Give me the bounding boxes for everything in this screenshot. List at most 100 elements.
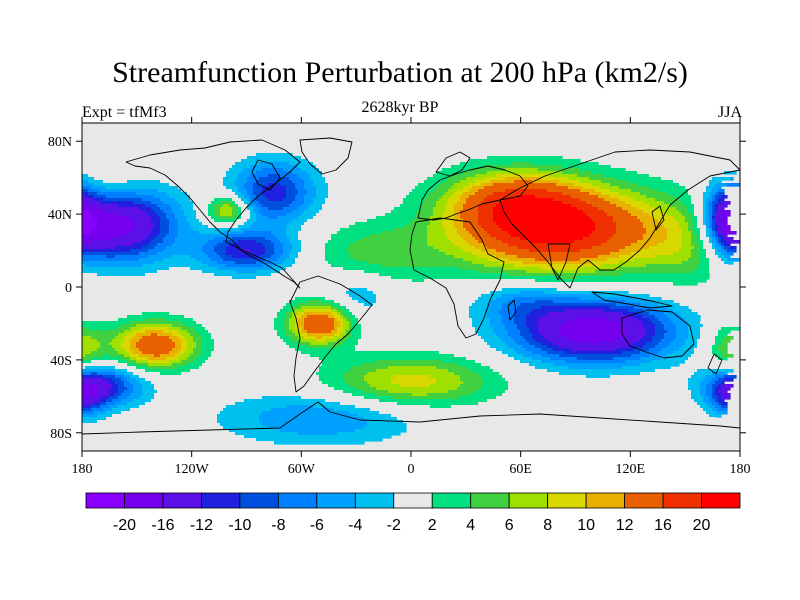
field-cell <box>289 318 296 322</box>
field-cell <box>307 219 368 223</box>
field-cell <box>682 240 692 244</box>
field-cell <box>508 384 689 388</box>
field-cell <box>250 198 257 202</box>
field-cell <box>331 264 383 268</box>
field-cell <box>298 324 305 328</box>
field-cell <box>457 201 467 205</box>
field-cell <box>127 360 137 364</box>
field-cell <box>691 243 701 247</box>
field-cell <box>256 213 263 217</box>
field-cell <box>118 384 125 388</box>
field-cell <box>127 333 137 337</box>
field-cell <box>496 222 596 226</box>
field-cell <box>478 204 497 208</box>
field-cell <box>628 180 674 184</box>
field-cell <box>709 192 716 196</box>
field-cell <box>454 210 461 214</box>
field-cell <box>325 249 347 253</box>
field-cell <box>547 351 566 355</box>
field-cell <box>103 375 116 379</box>
field-cell <box>286 186 296 190</box>
field-cell <box>223 204 230 208</box>
field-cell <box>622 312 638 316</box>
field-cell <box>133 399 152 403</box>
field-cell <box>361 363 458 367</box>
field-cell <box>196 210 209 214</box>
field-cell <box>475 192 494 196</box>
field-cell <box>202 336 212 340</box>
field-cell <box>667 228 683 232</box>
field-cell <box>448 189 458 193</box>
field-cell <box>508 354 524 358</box>
field-cell <box>478 207 494 211</box>
field-cell <box>706 210 710 214</box>
field-cell <box>238 210 242 214</box>
field-cell <box>193 339 203 343</box>
field-cell <box>349 294 377 298</box>
field-cell <box>169 336 179 340</box>
field-cell <box>712 204 716 208</box>
field-cell <box>157 333 173 337</box>
field-cell <box>691 390 701 394</box>
field-cell <box>709 240 713 244</box>
field-cell <box>97 207 140 211</box>
field-cell <box>700 252 707 256</box>
field-cell <box>142 327 170 331</box>
coast-india <box>547 243 571 281</box>
field-cell <box>463 192 476 196</box>
field-cell <box>268 207 284 211</box>
field-cell <box>721 210 731 214</box>
field-cell <box>667 306 689 310</box>
field-cell <box>136 192 167 196</box>
field-cell <box>499 261 524 265</box>
field-cell <box>709 414 722 418</box>
field-cell <box>478 402 698 406</box>
field-cell <box>493 369 548 373</box>
field-cell <box>451 165 485 169</box>
field-cell <box>220 423 263 427</box>
field-cell <box>505 378 689 382</box>
field-cell <box>325 252 350 256</box>
field-cell <box>688 225 695 229</box>
field-cell <box>721 252 728 256</box>
field-cell <box>313 180 326 184</box>
field-cell <box>178 330 188 334</box>
field-cell <box>211 333 278 337</box>
field-cell <box>307 159 470 163</box>
field-cell <box>643 309 659 313</box>
field-cell <box>142 393 155 397</box>
field-cell <box>355 387 377 391</box>
coast-europe <box>417 165 529 221</box>
field-cell <box>520 360 542 364</box>
field-cell <box>697 342 716 346</box>
field-cell <box>94 183 170 187</box>
field-cell <box>307 207 323 211</box>
field-cell <box>349 246 434 250</box>
y-tick-label: 40S <box>50 354 72 369</box>
field-cell <box>619 249 641 253</box>
field-cell <box>100 345 113 349</box>
field-cell <box>676 336 689 340</box>
field-cell <box>283 318 290 322</box>
field-cell <box>328 261 368 265</box>
field-cell <box>160 372 182 376</box>
field-cell <box>91 213 116 217</box>
field-cell <box>676 330 689 334</box>
field-cell <box>460 234 473 238</box>
field-cell <box>520 237 584 241</box>
field-cell <box>616 228 647 232</box>
field-cell <box>631 252 674 256</box>
field-cell <box>430 222 443 226</box>
field-cell <box>349 288 368 292</box>
field-cell <box>715 381 722 385</box>
field-cell <box>109 354 125 358</box>
field-cell <box>172 363 188 367</box>
field-cell <box>463 186 473 190</box>
field-cell <box>169 222 179 226</box>
field-cell <box>700 330 719 334</box>
field-cell <box>238 225 251 229</box>
field-cell <box>217 261 236 265</box>
field-cell <box>712 201 719 205</box>
field-cell <box>124 390 134 394</box>
field-cell <box>82 420 98 424</box>
